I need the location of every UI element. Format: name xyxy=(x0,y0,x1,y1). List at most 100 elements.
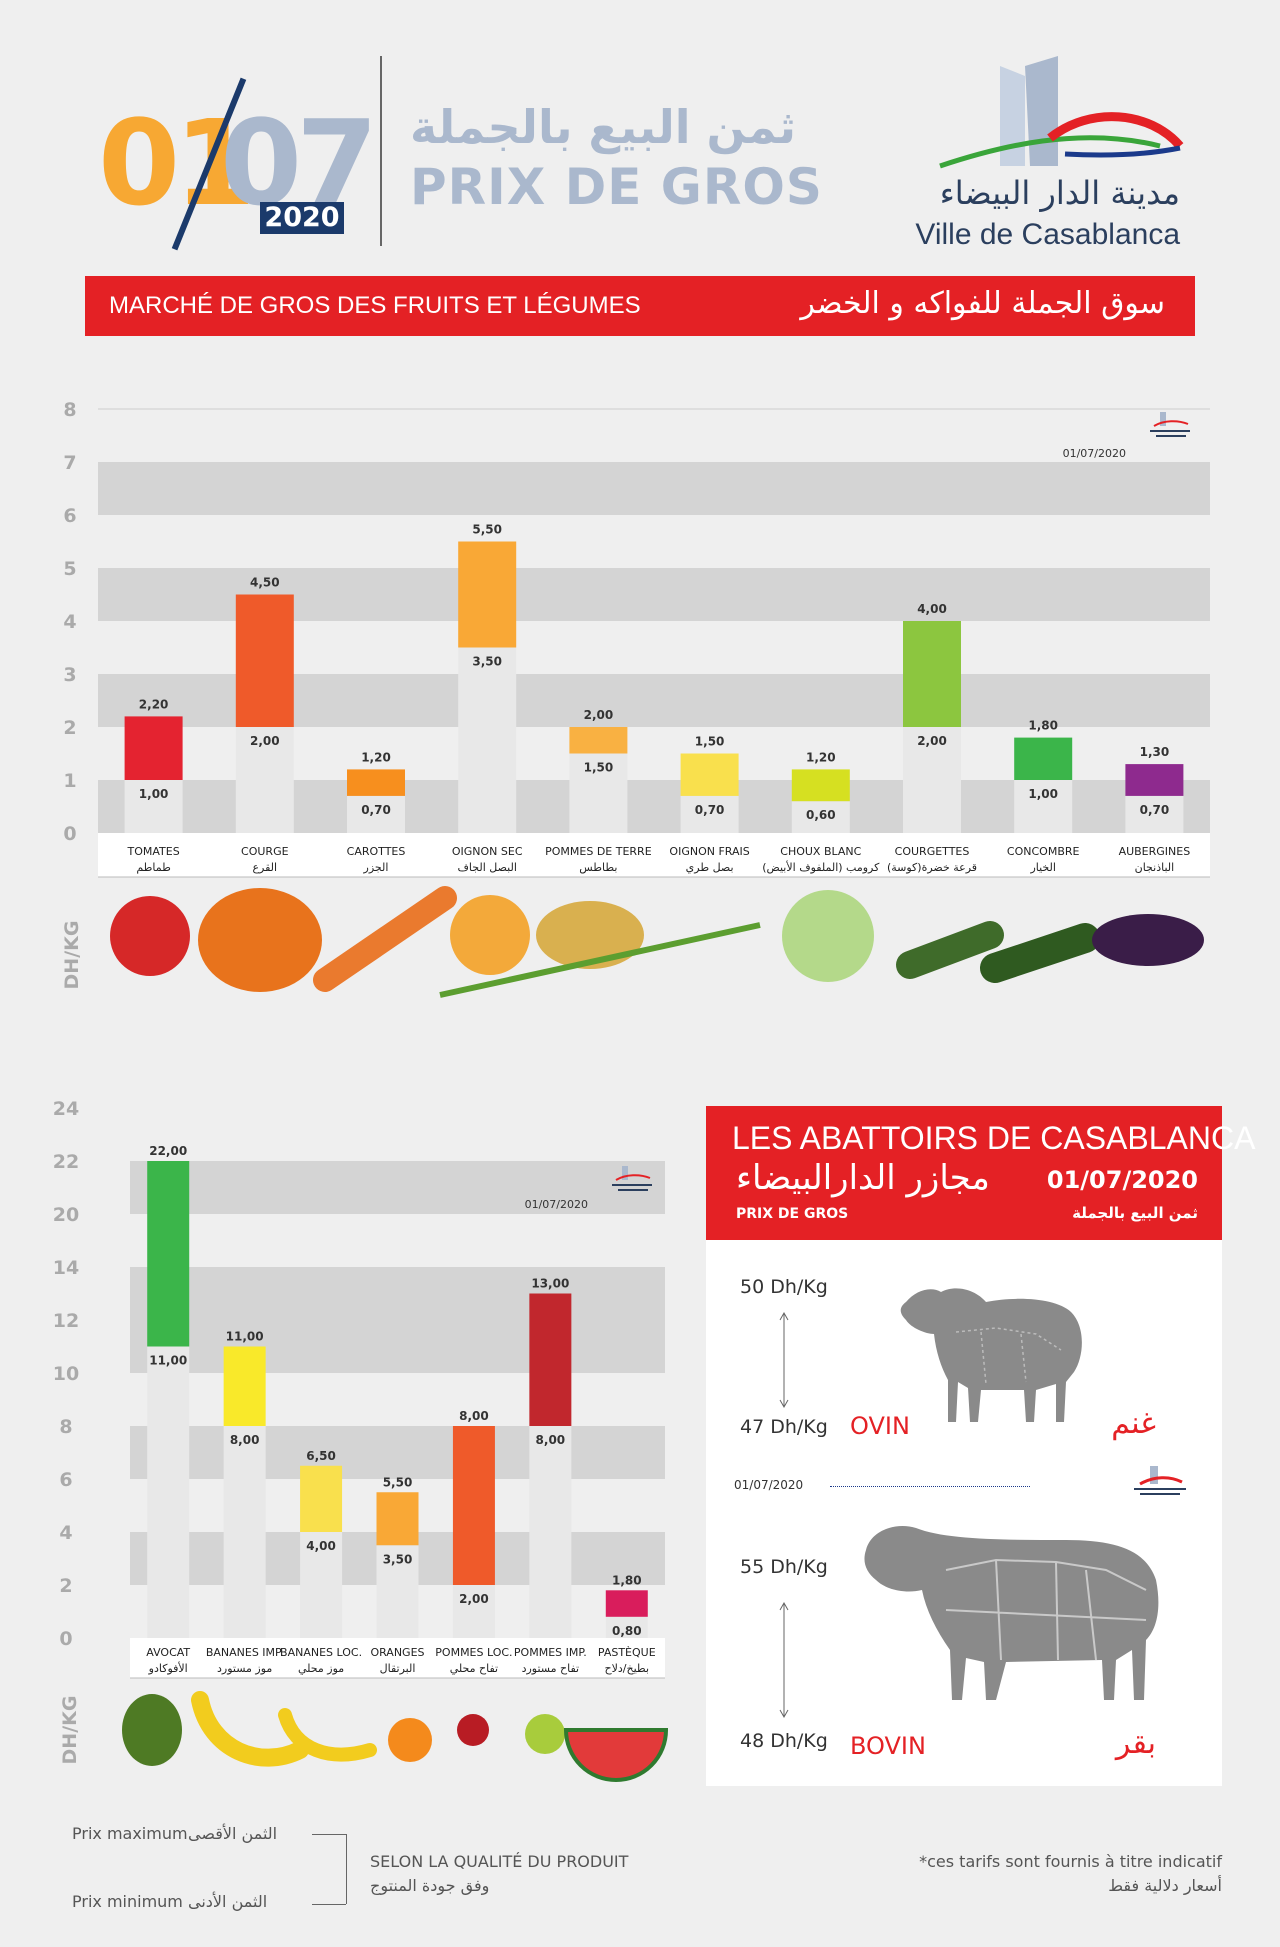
watermelon-icon xyxy=(563,1728,669,1782)
stamp-logo-icon xyxy=(1134,1466,1186,1495)
min-bar xyxy=(903,727,961,833)
category-label-ar: القرع xyxy=(252,861,277,874)
min-bar xyxy=(147,1346,190,1638)
label-strip xyxy=(98,833,1210,877)
category-label-ar: موز مستورد xyxy=(217,1662,272,1675)
max-bar xyxy=(1125,764,1184,796)
fruit-price-chart: 02468101214202224DH/KG01/07/202022,0011,… xyxy=(53,1098,669,1782)
y-tick-label: 8 xyxy=(63,399,76,421)
category-label-fr: POMMES LOC. xyxy=(435,1646,512,1659)
orange-icon xyxy=(388,1718,432,1762)
category-label-fr: CHOUX BLANC xyxy=(780,845,861,858)
legend-max-ar: الثمن الأقصى xyxy=(188,1824,278,1843)
max-value-label: 13,00 xyxy=(531,1277,569,1291)
bovin-label: BOVIN xyxy=(850,1732,926,1760)
category-label-ar: موز محلي xyxy=(298,1662,344,1675)
y-tick-label: 0 xyxy=(59,1628,72,1650)
max-value-label: 8,00 xyxy=(459,1409,489,1423)
min-bar xyxy=(376,1545,419,1638)
label-strip xyxy=(130,1638,665,1678)
category-label-fr: CONCOMBRE xyxy=(1007,845,1080,858)
category-label-ar: كرومب (الملفوف الأبيض) xyxy=(762,860,880,874)
header-divider xyxy=(380,56,382,246)
max-value-label: 4,00 xyxy=(917,602,947,616)
legend-bracket xyxy=(346,1834,347,1904)
min-value-label: 8,00 xyxy=(230,1433,260,1447)
city-logo: مدينة الدار البيضاء Ville de Casablanca xyxy=(880,56,1200,256)
max-bar xyxy=(605,1590,648,1617)
category-label-fr: OIGNON FRAIS xyxy=(669,845,749,858)
footnote-ar: أسعار دلالية فقط xyxy=(1108,1876,1222,1895)
max-value-label: 11,00 xyxy=(226,1330,264,1344)
bovin-label-ar: بقر xyxy=(1115,1726,1156,1761)
y-tick-label: 6 xyxy=(59,1469,72,1491)
zucchini-icon xyxy=(896,921,1004,979)
category-label-fr: POMMES DE TERRE xyxy=(545,845,652,858)
y-tick-label: 2 xyxy=(63,717,76,739)
max-value-label: 1,20 xyxy=(361,750,391,764)
min-bar xyxy=(452,1585,495,1638)
min-value-label: 1,50 xyxy=(584,761,614,775)
ovin-label: OVIN xyxy=(850,1412,910,1440)
banner-french: MARCHÉ DE GROS DES FRUITS ET LÉGUMES xyxy=(109,292,641,319)
min-bar xyxy=(458,647,517,833)
min-value-label: 0,60 xyxy=(806,808,836,822)
carrot-icon xyxy=(313,886,457,992)
abattoirs-prix-ar: ثمن البيع بالجملة xyxy=(1072,1204,1198,1222)
min-value-label: 3,50 xyxy=(383,1552,413,1566)
abattoirs-title: LES ABATTOIRS DE CASABLANCA xyxy=(732,1120,1256,1156)
ovin-range-arrow-icon xyxy=(779,1311,789,1409)
min-value-label: 1,00 xyxy=(139,787,169,801)
banner-arabic: سوق الجملة للفواكه و الخضر xyxy=(800,286,1165,321)
y-tick-label: 1 xyxy=(63,770,76,792)
y-tick-label: 14 xyxy=(53,1257,79,1279)
ovin-label-ar: غنم xyxy=(1111,1406,1156,1441)
stamp-logo-icon xyxy=(612,1166,652,1191)
category-label-ar: الأفوكادو xyxy=(148,1661,188,1675)
max-value-label: 5,50 xyxy=(383,1475,413,1489)
legend-min-fr: Prix minimum xyxy=(72,1892,183,1911)
footnote-fr: *ces tarifs sont fournis à titre indicat… xyxy=(919,1852,1222,1871)
min-value-label: 4,00 xyxy=(306,1539,336,1553)
category-label-fr: PASTÈQUE xyxy=(598,1646,656,1659)
max-bar xyxy=(458,541,517,648)
max-value-label: 1,30 xyxy=(1140,745,1170,759)
min-bar xyxy=(1125,795,1184,833)
min-bar xyxy=(300,1532,343,1638)
y-tick-label: 8 xyxy=(59,1416,72,1438)
title-arabic: ثمن البيع بالجملة xyxy=(410,100,797,154)
max-value-label: 1,50 xyxy=(695,735,725,749)
min-bar xyxy=(1014,780,1073,833)
ovin-max-price: 50 Dh/Kg xyxy=(740,1276,828,1298)
abattoirs-header: LES ABATTOIRS DE CASABLANCA مجازر الدارا… xyxy=(706,1106,1255,1240)
max-value-label: 1,80 xyxy=(1028,719,1058,733)
min-value-label: 2,00 xyxy=(917,734,947,748)
category-label-ar: البصل الجاف xyxy=(458,861,517,874)
bovin-min-price: 48 Dh/Kg xyxy=(740,1730,828,1752)
chart-date-stamp: 01/07/2020 xyxy=(525,1198,588,1211)
legend-min-ar: الثمن الأدنى xyxy=(188,1892,268,1911)
legend-quality-ar: وفق جودة المنتوج xyxy=(370,1876,490,1895)
city-logo-icon xyxy=(939,56,1184,169)
y-tick-label: 20 xyxy=(53,1204,79,1226)
y-tick-label: 6 xyxy=(63,505,76,527)
stamp-divider xyxy=(830,1486,1030,1487)
min-value-label: 1,00 xyxy=(1028,787,1058,801)
legend-max-fr: Prix maximum xyxy=(72,1824,188,1843)
min-bar xyxy=(791,801,850,833)
category-label-ar: بطاطس xyxy=(579,861,617,874)
max-bar xyxy=(1014,737,1073,780)
y-tick-label: 10 xyxy=(53,1363,79,1385)
header-day: 01 xyxy=(98,94,256,232)
avocado-icon xyxy=(122,1694,182,1766)
category-label-ar: بصل طري xyxy=(686,861,734,874)
max-value-label: 5,50 xyxy=(472,523,502,537)
cucumber-icon xyxy=(980,923,1100,983)
y-tick-label: 4 xyxy=(59,1522,72,1544)
title-french: PRIX DE GROS xyxy=(410,158,823,216)
max-bar xyxy=(300,1465,343,1532)
abattoirs-panel: LES ABATTOIRS DE CASABLANCA مجازر الدارا… xyxy=(706,1106,1255,1786)
min-value-label: 2,00 xyxy=(459,1592,489,1606)
max-bar xyxy=(376,1492,419,1546)
grid-band xyxy=(130,1320,665,1373)
